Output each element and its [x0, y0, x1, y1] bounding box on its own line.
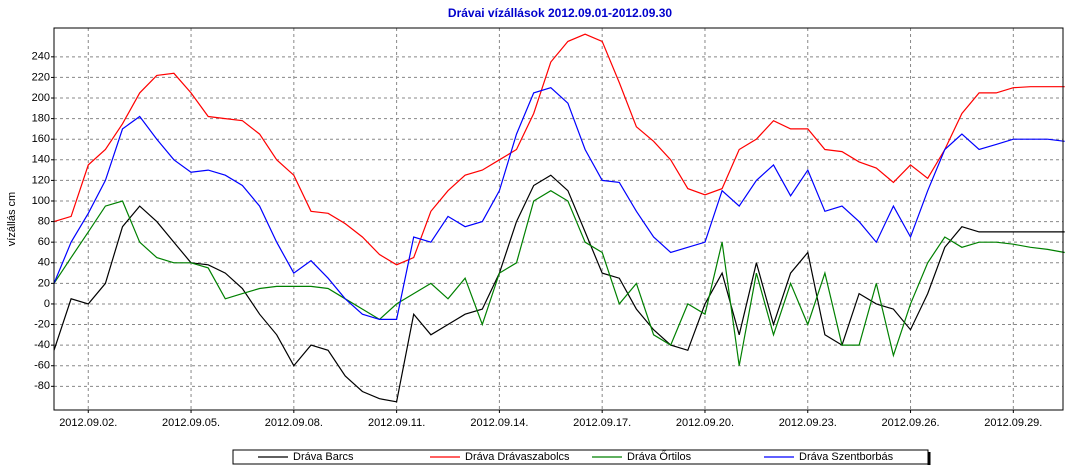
legend-label: Dráva Barcs	[293, 451, 354, 463]
y-tick-label: -40	[34, 339, 50, 351]
series-line	[53, 174, 1065, 403]
chart-title: Drávai vízállások 2012.09.01-2012.09.30	[448, 6, 673, 20]
legend-label: Dráva Őrtilos	[627, 449, 692, 463]
series-line	[53, 189, 1065, 366]
y-tick-label: 200	[32, 92, 50, 104]
y-tick-label: 20	[38, 277, 50, 289]
y-tick-label: 0	[44, 298, 50, 310]
x-tick-label: 2012.09.02.	[59, 417, 117, 429]
y-axis-label: vízállás cm	[6, 192, 18, 246]
y-tick-label: 160	[32, 133, 50, 145]
y-tick-label: 40	[38, 257, 50, 269]
y-tick-label: -20	[34, 318, 50, 330]
y-tick-label: -60	[34, 360, 50, 372]
plot-area	[54, 28, 1063, 410]
y-tick-label: 60	[38, 236, 50, 248]
y-tick-label: -80	[34, 380, 50, 392]
x-tick-label: 2012.09.05.	[162, 417, 220, 429]
plot-border	[53, 27, 1064, 411]
y-tick-label: 100	[32, 195, 50, 207]
x-tick-label: 2012.09.08.	[265, 417, 323, 429]
y-tick-label: 120	[32, 174, 50, 186]
series-line	[53, 87, 1065, 320]
x-tick-label: 2012.09.14.	[470, 417, 528, 429]
y-tick-label: 220	[32, 71, 50, 83]
series-line	[53, 33, 1065, 266]
y-tick-label: 240	[32, 51, 50, 63]
x-tick-label: 2012.09.17.	[573, 417, 631, 429]
legend-label: Dráva Szentborbás	[799, 451, 894, 463]
legend-label: Dráva Drávaszabolcs	[465, 451, 570, 463]
y-tick-label: 80	[38, 215, 50, 227]
x-tick-label: 2012.09.29.	[984, 417, 1042, 429]
x-tick-label: 2012.09.23.	[779, 417, 837, 429]
y-tick-label: 140	[32, 154, 50, 166]
x-tick-label: 2012.09.26.	[881, 417, 939, 429]
y-tick-label: 180	[32, 113, 50, 125]
x-tick-label: 2012.09.11.	[368, 417, 425, 429]
x-tick-label: 2012.09.20.	[676, 417, 734, 429]
